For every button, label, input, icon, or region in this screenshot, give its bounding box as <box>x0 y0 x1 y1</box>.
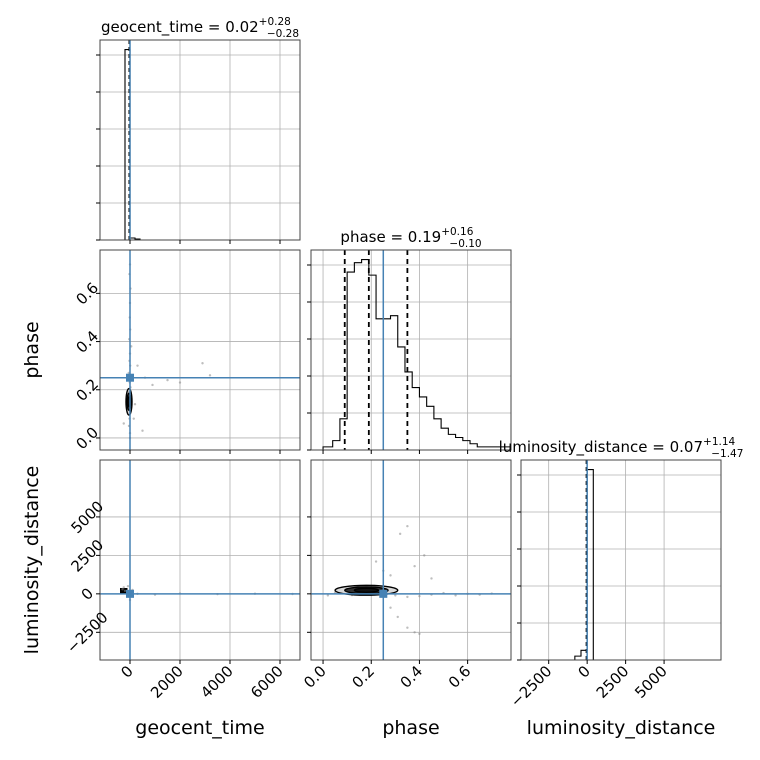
histogram-step <box>322 258 511 450</box>
sample-point <box>208 374 212 377</box>
sample-point <box>454 594 457 597</box>
x-tick-label: 5000 <box>631 662 671 702</box>
truth-marker <box>126 373 134 382</box>
sample-point <box>430 577 433 580</box>
sample-point <box>406 626 409 629</box>
x-tick-label: 0.6 <box>445 662 475 692</box>
sample-point <box>132 417 135 420</box>
panel-hist-luminosity_distance <box>521 460 721 660</box>
x-tick-label: 0 <box>117 662 136 681</box>
x-tick-label: 0.4 <box>397 662 427 692</box>
sample-point <box>389 574 392 577</box>
y-axis-label-phase: phase <box>21 321 43 378</box>
panel-title-geocent_time: geocent_time = 0.02+0.28 −0.28 <box>101 16 299 40</box>
sample-point <box>126 584 130 588</box>
panel-hist-geocent_time <box>100 40 300 240</box>
sample-point <box>122 586 125 589</box>
sample-point <box>396 615 399 619</box>
panel-2d-content <box>311 460 511 660</box>
panel-frame <box>310 459 512 661</box>
sample-point <box>406 595 409 599</box>
sample-point <box>121 588 124 591</box>
contour-level <box>353 587 380 594</box>
panel-frame <box>99 459 301 661</box>
y-tick-label: 0 <box>78 584 97 603</box>
x-tick-label: 0.2 <box>348 662 378 692</box>
sample-point <box>151 383 154 387</box>
y-tick-label: 0.2 <box>72 375 102 405</box>
x-axis-label-phase: phase <box>382 717 439 739</box>
panel-frame <box>99 249 301 451</box>
x-tick-label: 0.0 <box>300 662 330 692</box>
x-tick-label: 2000 <box>147 662 187 702</box>
x-tick-label: 6000 <box>247 662 287 702</box>
y-tick-label: 0.6 <box>72 279 102 309</box>
x-tick-label: 4000 <box>197 662 237 702</box>
sample-point <box>406 524 409 528</box>
histogram-step <box>574 468 594 660</box>
sample-point <box>141 429 144 432</box>
sample-point <box>136 364 139 367</box>
sample-point <box>418 594 421 598</box>
truth-marker <box>379 589 388 598</box>
panel-hist-phase <box>311 250 511 450</box>
sample-point <box>326 594 330 597</box>
panel-frame <box>310 249 512 451</box>
sample-point <box>413 631 416 634</box>
sample-point <box>166 378 169 382</box>
sample-point <box>133 403 137 406</box>
density-block <box>120 588 128 594</box>
sample-point <box>178 381 182 384</box>
y-axis-label-luminosity_distance: luminosity_distance <box>21 466 43 655</box>
sample-point <box>394 594 397 597</box>
panel-2d-content <box>100 460 300 660</box>
panel-title-luminosity_distance: luminosity_distance = 0.07+1.14 −1.47 <box>499 436 744 460</box>
x-axis-label-geocent_time: geocent_time <box>135 717 264 739</box>
sample-point <box>413 564 416 568</box>
sample-point <box>201 362 204 365</box>
panel-2d-luminosity_distance-vs-phase <box>311 460 511 660</box>
x-tick-label: 2500 <box>593 662 633 702</box>
sample-point <box>389 606 392 609</box>
sample-point <box>423 554 426 557</box>
histogram-geocent_time <box>120 40 141 240</box>
truth-marker <box>126 589 134 598</box>
x-tick-label: 0 <box>575 662 594 681</box>
sample-point <box>123 589 127 592</box>
sample-point <box>374 560 378 563</box>
panel-frame <box>520 459 722 661</box>
histogram-phase <box>322 250 511 450</box>
sample-point <box>418 632 421 636</box>
panel-frame <box>99 39 301 241</box>
histogram-luminosity_distance <box>574 460 594 660</box>
sample-point <box>398 532 402 536</box>
y-tick-label: 0.0 <box>72 423 102 453</box>
panel-2d-content <box>100 250 300 450</box>
sample-point <box>122 422 125 425</box>
x-axis-label-luminosity_distance: luminosity_distance <box>527 717 716 739</box>
x-tick-label: −2500 <box>507 662 556 711</box>
y-tick-label: 0.4 <box>72 327 102 357</box>
panel-2d-phase-vs-geocent_time <box>100 250 300 450</box>
panel-title-phase: phase = 0.19+0.16 −0.10 <box>340 226 481 250</box>
